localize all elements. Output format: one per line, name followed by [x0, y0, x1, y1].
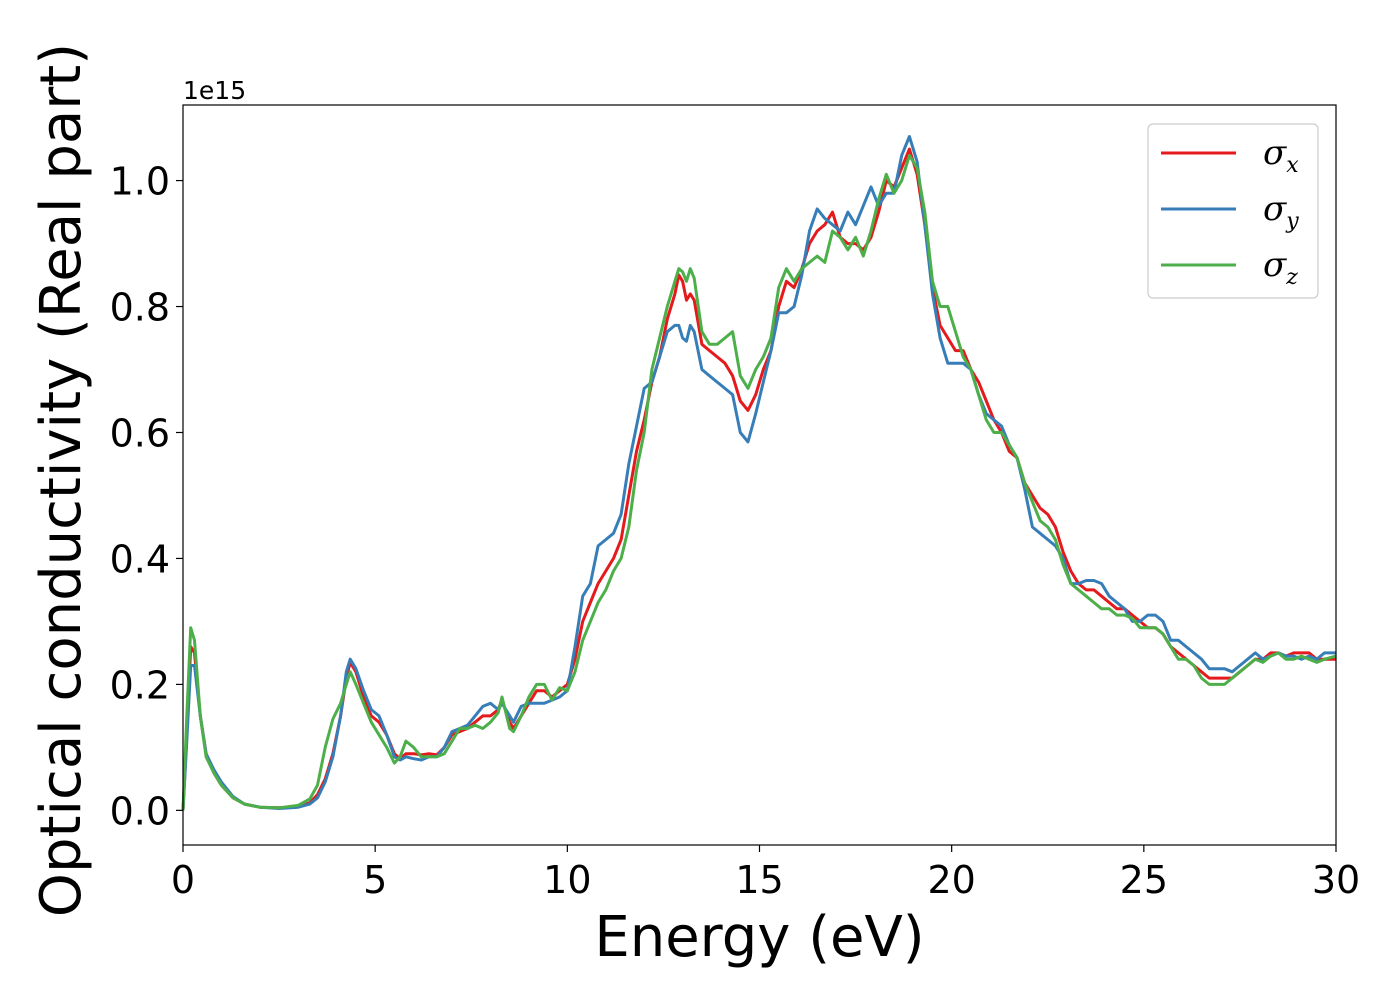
legend: σx σy σz — [1147, 123, 1319, 299]
x-tick-label: 0 — [171, 858, 195, 902]
x-tick-label: 25 — [1120, 858, 1168, 902]
legend-label-z: σz — [1263, 245, 1298, 290]
y-tick-label: 0.8 — [110, 286, 170, 330]
y-tick-label: 0.0 — [110, 789, 170, 833]
y-tick-label: 0.2 — [110, 663, 170, 707]
legend-label-y: σy — [1263, 189, 1299, 234]
series-line-y — [181, 135, 1336, 811]
x-axis-title: Energy (eV) — [594, 905, 924, 970]
series-layer — [181, 135, 1337, 811]
y-tick-label: 1.0 — [110, 160, 170, 204]
y-offset-label: 1e15 — [183, 76, 246, 105]
legend-box — [1147, 123, 1319, 299]
legend-label-x: σx — [1263, 133, 1299, 178]
x-tick-label: 5 — [363, 858, 387, 902]
x-tick-label: 10 — [543, 858, 591, 902]
x-tick-label: 20 — [927, 858, 975, 902]
y-tick-label: 0.4 — [110, 537, 170, 581]
series-line-z — [181, 153, 1337, 811]
x-tick-label: 30 — [1312, 858, 1360, 902]
y-axis-title: Optical conductivity (Real part) — [29, 43, 94, 917]
y-tick-label: 0.6 — [110, 411, 170, 455]
x-tick-label: 15 — [735, 858, 783, 902]
ticks-layer: 0 5 10 15 20 25 30 0.0 0.2 0.4 0.6 0.8 1.0 — [110, 160, 1361, 902]
